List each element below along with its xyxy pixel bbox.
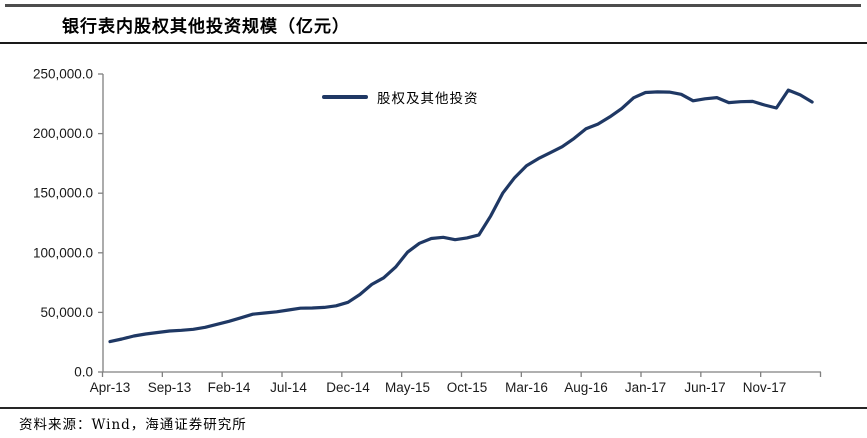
title-divider <box>0 42 867 44</box>
x-tick-label: Sep-13 <box>148 380 192 395</box>
y-tick-label: 150,000.0 <box>33 186 93 201</box>
data-series-line <box>108 88 814 344</box>
x-tick-label: Dec-14 <box>326 380 370 395</box>
y-tick-label: 0.0 <box>74 365 93 380</box>
x-tick-label: Apr-13 <box>90 380 131 395</box>
x-tick-label: Nov-17 <box>743 380 787 395</box>
y-tick-label: 50,000.0 <box>40 305 93 320</box>
chart-title: 银行表内股权其他投资规模（亿元） <box>62 17 350 37</box>
footer-divider <box>0 407 867 409</box>
x-tick-label: Mar-16 <box>505 380 548 395</box>
chart-legend: 股权及其他投资 <box>322 87 479 107</box>
y-tick-label: 250,000.0 <box>33 67 93 82</box>
y-tick-label: 100,000.0 <box>33 245 93 260</box>
x-tick-label: Oct-15 <box>447 380 488 395</box>
x-tick-label: Jul-14 <box>270 380 307 395</box>
data-source-note: 资料来源：Wind，海通证券研究所 <box>19 417 247 433</box>
y-tick-label: 200,000.0 <box>33 126 93 141</box>
x-tick-label: Feb-14 <box>208 380 251 395</box>
x-tick-label: Jan-17 <box>625 380 666 395</box>
x-tick-label: May-15 <box>385 380 430 395</box>
top-divider <box>5 4 861 7</box>
legend-line-swatch <box>322 95 368 99</box>
legend-label: 股权及其他投资 <box>377 91 479 107</box>
x-tick-label: Jun-17 <box>684 380 725 395</box>
x-tick-label: Aug-16 <box>564 380 608 395</box>
